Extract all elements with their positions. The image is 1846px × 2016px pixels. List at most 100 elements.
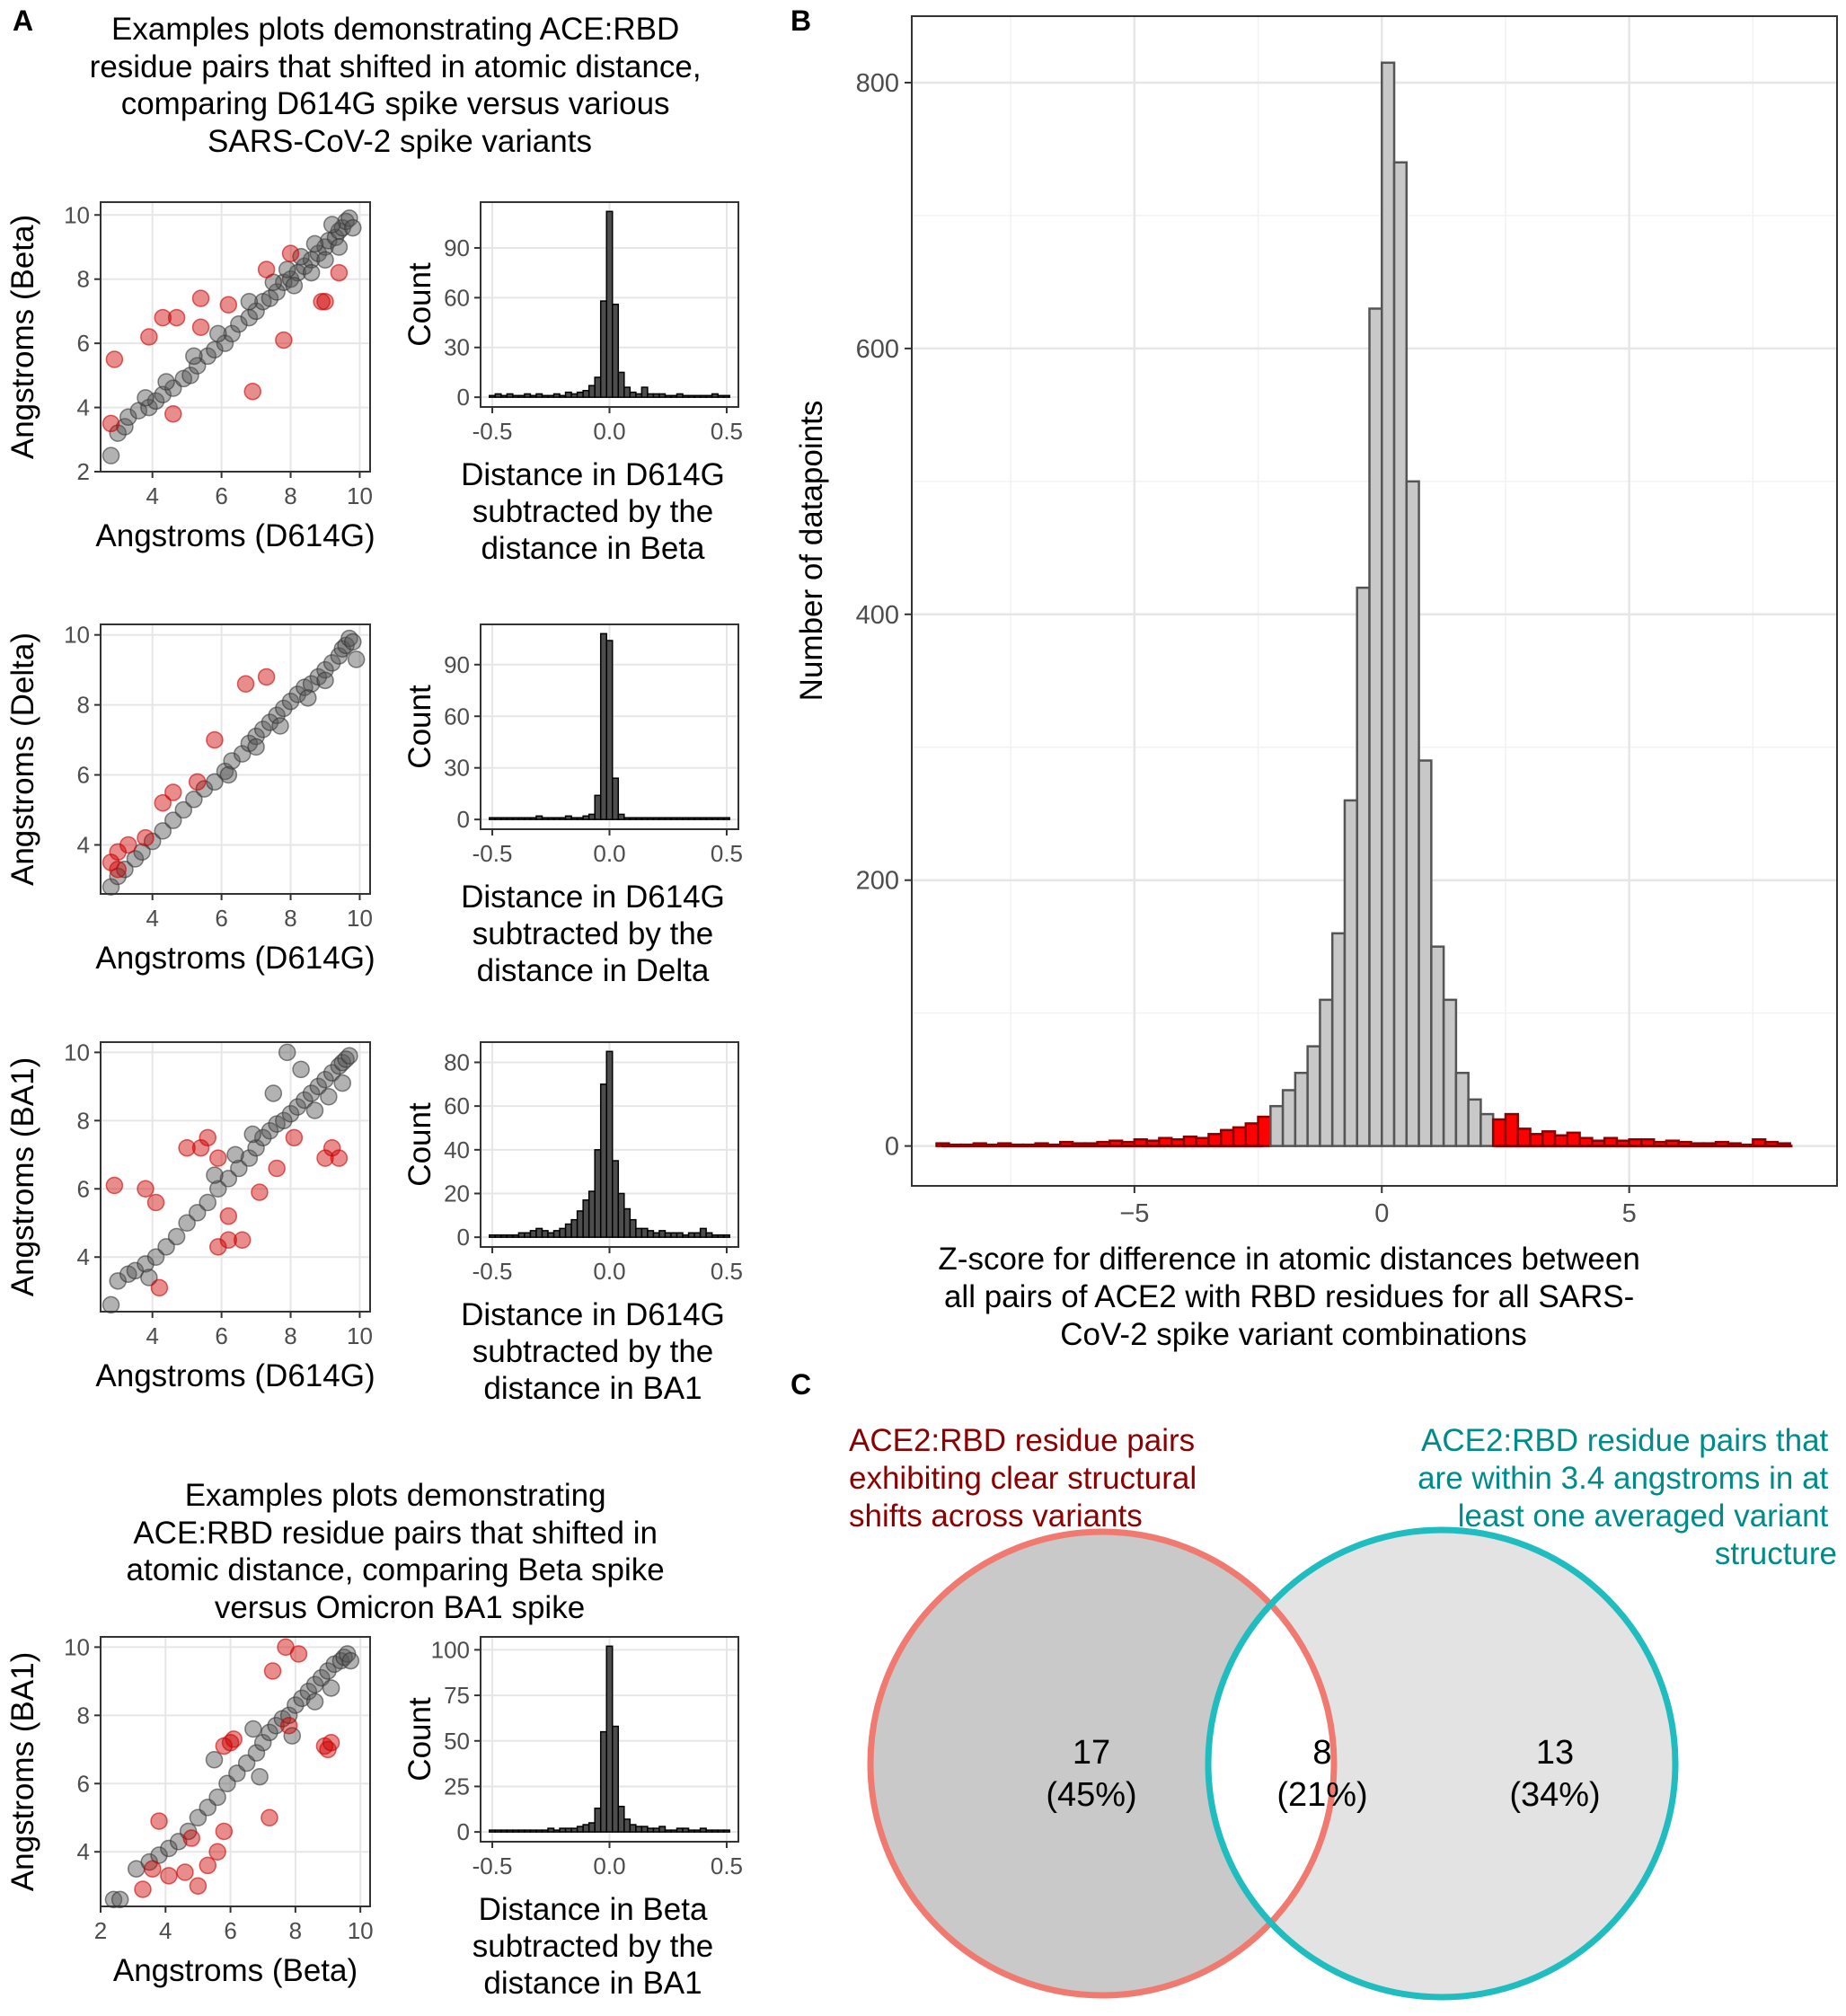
hist-xlabel-line: subtracted by the: [473, 494, 714, 529]
hist-bar: [494, 1829, 502, 1833]
scatter-point: [278, 1043, 296, 1062]
scatter-point: [209, 1238, 227, 1256]
hist-bar: [541, 1230, 549, 1238]
hist-bar: [635, 1227, 643, 1238]
scatter-point: [116, 418, 134, 436]
hist-bar: [717, 1233, 725, 1238]
scatter-point: [137, 1255, 155, 1273]
hist-bar: [512, 817, 520, 820]
hist-bar: [682, 1233, 690, 1238]
hist-bar: [570, 817, 579, 820]
scatter-point: [182, 1829, 200, 1847]
scatter-point: [119, 836, 137, 854]
scatter-point: [344, 632, 362, 651]
hist-bar: [640, 817, 649, 820]
hist-bar: [605, 640, 614, 820]
hist-bar: [612, 1160, 620, 1238]
hist-bar: [658, 817, 667, 820]
hist-tick-label-y: 80: [444, 1049, 470, 1076]
hist-bar: [682, 394, 690, 398]
scatter-point: [109, 1272, 127, 1290]
scatter-point: [102, 1295, 120, 1314]
hist-bar: [647, 817, 655, 820]
scatter-point: [140, 398, 158, 417]
scatter-point: [322, 1733, 340, 1752]
hist-bar: [587, 813, 596, 820]
hist-bar: [693, 817, 702, 820]
hist-bar: [517, 817, 526, 820]
scatter-point: [164, 783, 182, 801]
scatter-point: [320, 1088, 338, 1106]
scatter-point: [322, 1679, 340, 1697]
hist-bar: [587, 385, 596, 398]
hist-xlabel-line: Distance in D614G: [461, 1297, 725, 1332]
histogram-bar-tail: [1182, 1136, 1197, 1147]
hist-bar: [722, 1233, 730, 1238]
hist-bar: [529, 817, 537, 820]
scatter-point: [191, 318, 210, 337]
scatter-tick-label-x: 6: [224, 1917, 236, 1944]
scatter-plot-3: 4 6 8 10 4 6 8 10 Angstroms (D614G) Angstroms (BA…: [5, 1039, 375, 1393]
histogram-plot-1: -0.5 0.0 0.5 0 30 60 90 Count Distance in D614Gs…: [402, 201, 743, 566]
hist-tick-label-y: 30: [444, 755, 470, 782]
hist-xlabel-line: subtracted by the: [473, 1929, 714, 1964]
scatter-point: [233, 745, 252, 763]
scatter-point: [176, 1863, 194, 1881]
scatter-point: [191, 1138, 210, 1157]
hist-bar: [687, 817, 695, 820]
histogram-bar: [1368, 307, 1383, 1147]
histogram-bar: [1343, 799, 1358, 1147]
hist-bar: [640, 386, 649, 398]
hist-tick-label-x: -0.5: [473, 840, 513, 867]
histogram-bar: [1392, 161, 1409, 1147]
scatter-point: [344, 218, 362, 237]
tick-label-x: 0: [1374, 1199, 1389, 1228]
hist-bar: [652, 393, 660, 398]
scatter-point: [146, 392, 165, 411]
histogram-bar: [1479, 1112, 1495, 1147]
histogram-bar: [1319, 998, 1334, 1147]
hist-ylabel: Count: [402, 685, 437, 769]
hist-xlabel-line: Distance in D614G: [461, 457, 725, 492]
scatter-point: [316, 671, 334, 690]
hist-bar: [652, 1827, 660, 1833]
scatter-tick-label-y: 4: [77, 1838, 90, 1865]
hist-bar: [599, 1730, 607, 1833]
hist-bar: [517, 394, 526, 398]
scatter-point: [219, 296, 238, 314]
hist-bar: [552, 1230, 561, 1238]
histogram-bar-tail: [1541, 1130, 1557, 1147]
hist-ylabel: Count: [402, 1102, 437, 1187]
hist-bar: [494, 393, 502, 398]
hist-bar: [552, 393, 561, 398]
scatter-tick-label-x: 6: [215, 482, 227, 509]
hist-bar: [705, 817, 713, 820]
scatter-point: [223, 752, 241, 770]
scatter-point: [105, 1176, 124, 1195]
scatter-xlabel: Angstroms (D614G): [95, 518, 375, 553]
scatter-tick-label-y: 10: [64, 201, 90, 228]
hist-ylabel: Count: [402, 262, 437, 347]
hist-bar: [711, 1829, 719, 1833]
histogram-bar-tail: [1207, 1133, 1223, 1147]
hist-bar: [489, 1233, 497, 1238]
hist-tick-label-x: 0.0: [593, 840, 625, 867]
scatter-point: [288, 685, 306, 703]
scatter-point: [285, 277, 304, 295]
hist-bar: [524, 1232, 532, 1238]
histogram-bar: [1330, 932, 1347, 1147]
scatter-point: [206, 1166, 224, 1184]
scatter-frame: [100, 623, 371, 895]
scatter-point: [167, 308, 186, 327]
hist-bar: [582, 815, 590, 820]
hist-bar: [717, 817, 725, 820]
scatter-point: [199, 1128, 216, 1147]
hist-tick-label-x: 0.0: [593, 418, 625, 445]
hist-bar: [612, 1725, 620, 1833]
hist-tick-label-y: 30: [444, 334, 470, 361]
hist-bar: [605, 1645, 614, 1833]
panel-a-title-top-line: Examples plots demonstrating ACE:RBD: [111, 12, 679, 47]
hist-bar: [623, 386, 632, 398]
hist-tick-label-y: 20: [444, 1180, 470, 1207]
hist-bar: [582, 390, 590, 398]
